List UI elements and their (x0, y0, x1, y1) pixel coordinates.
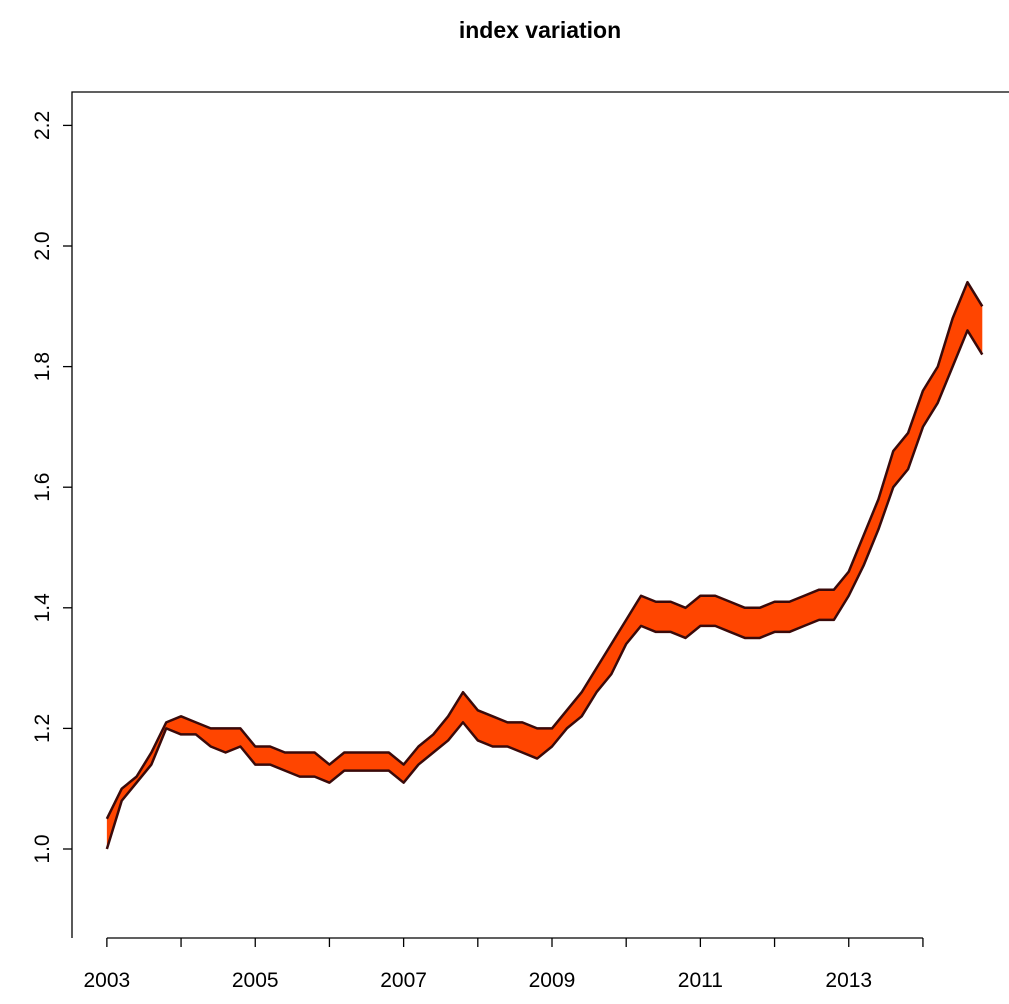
y-tick-label: 1.6 (31, 473, 54, 502)
x-tick-label: 2005 (232, 969, 279, 992)
x-tick-label: 2013 (825, 969, 872, 992)
band-line (105, 280, 984, 820)
x-tick-label: 2009 (529, 969, 576, 992)
y-tick-label: 1.8 (31, 352, 54, 381)
band-line (105, 329, 984, 850)
x-tick-label: 2003 (84, 969, 131, 992)
y-tick-label: 2.0 (31, 231, 54, 260)
y-tick-label: 1.4 (31, 593, 54, 623)
plot-frame (71, 91, 1009, 938)
y-tick-label: 2.2 (31, 111, 54, 140)
y-tick-label: 1.0 (31, 834, 54, 863)
y-tick-label: 1.2 (31, 714, 54, 743)
chart-title: index variation (459, 17, 621, 43)
x-tick-label: 2011 (678, 969, 723, 992)
band-fill (106, 282, 983, 849)
x-tick-label: 2007 (380, 969, 427, 992)
